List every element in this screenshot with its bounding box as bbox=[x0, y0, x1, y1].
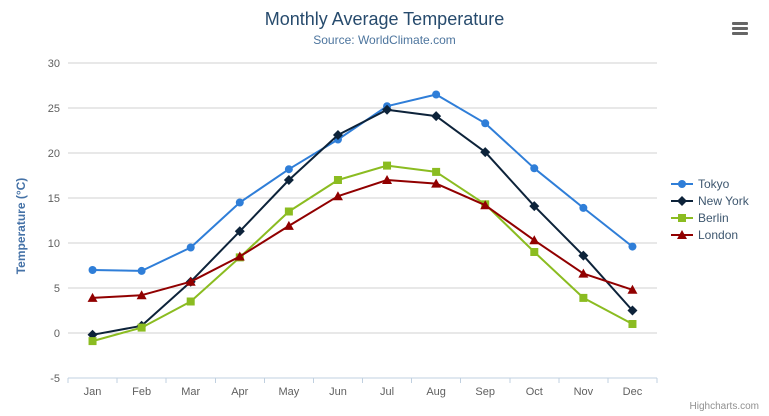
data-point-marker[interactable] bbox=[480, 200, 491, 210]
data-point-marker[interactable] bbox=[88, 337, 97, 346]
data-point-marker[interactable] bbox=[529, 235, 540, 245]
chart-subtitle: Source: WorldClimate.com bbox=[313, 33, 456, 47]
data-point-marker[interactable] bbox=[579, 203, 588, 212]
data-point-marker[interactable] bbox=[530, 248, 539, 256]
legend-label: New York bbox=[698, 193, 749, 208]
triangle-marker-icon bbox=[671, 229, 693, 239]
y-axis-tick-label: 5 bbox=[54, 283, 60, 295]
data-point-marker[interactable] bbox=[628, 320, 637, 328]
y-axis-tick-label: 15 bbox=[48, 193, 60, 205]
legend-label: Berlin bbox=[698, 210, 729, 225]
diamond-marker-icon bbox=[671, 195, 693, 206]
x-axis-tick-label: Aug bbox=[426, 386, 446, 398]
legend-item-tokyo[interactable]: Tokyo bbox=[671, 175, 749, 192]
x-axis-tick-label: Jan bbox=[84, 386, 102, 398]
legend-item-new-york[interactable]: New York bbox=[671, 192, 749, 209]
x-axis-tick-label: May bbox=[278, 386, 299, 398]
data-point-marker[interactable] bbox=[431, 111, 442, 122]
data-point-marker[interactable] bbox=[283, 220, 294, 230]
highcharts-credit[interactable]: Highcharts.com bbox=[689, 401, 759, 412]
data-point-marker[interactable] bbox=[431, 178, 442, 188]
data-point-marker[interactable] bbox=[383, 161, 392, 170]
y-axis-tick-label: -5 bbox=[50, 373, 60, 385]
data-point-marker[interactable] bbox=[678, 179, 686, 188]
x-axis-tick-label: Oct bbox=[526, 386, 543, 398]
x-axis-tick-label: Jun bbox=[329, 386, 347, 398]
data-point-marker[interactable] bbox=[627, 305, 638, 316]
data-point-marker[interactable] bbox=[88, 266, 97, 274]
data-point-marker[interactable] bbox=[235, 198, 244, 207]
data-point-marker[interactable] bbox=[332, 191, 343, 201]
legend: Tokyo New York Berlin London bbox=[671, 175, 749, 243]
data-point-marker[interactable] bbox=[283, 175, 294, 185]
data-point-marker[interactable] bbox=[332, 130, 343, 140]
data-point-marker[interactable] bbox=[284, 165, 293, 174]
data-point-marker[interactable] bbox=[677, 229, 687, 239]
data-point-marker[interactable] bbox=[432, 90, 441, 99]
data-point-marker[interactable] bbox=[382, 175, 393, 184]
data-point-marker[interactable] bbox=[137, 266, 146, 275]
data-point-marker[interactable] bbox=[628, 242, 637, 251]
chart-title: Monthly Average Temperature bbox=[264, 9, 505, 29]
data-point-marker[interactable] bbox=[185, 276, 196, 286]
y-axis-tick-label: 25 bbox=[48, 103, 60, 115]
data-point-marker[interactable] bbox=[234, 226, 245, 237]
series-line[interactable] bbox=[91, 179, 634, 299]
y-axis-title: Temperature (°C) bbox=[14, 177, 28, 275]
series-london[interactable] bbox=[87, 175, 638, 302]
series-line[interactable] bbox=[91, 93, 634, 272]
data-point-marker[interactable] bbox=[579, 293, 588, 302]
x-axis-tick-label: Apr bbox=[231, 386, 248, 398]
y-axis-tick-label: 30 bbox=[48, 58, 60, 70]
x-axis-tick-label: Feb bbox=[132, 386, 151, 398]
data-point-marker[interactable] bbox=[186, 297, 195, 306]
square-marker-icon bbox=[671, 213, 693, 222]
data-point-marker[interactable] bbox=[578, 268, 589, 278]
data-point-marker[interactable] bbox=[578, 250, 589, 261]
x-axis-tick-label: Dec bbox=[623, 386, 643, 398]
export-menu-button[interactable] bbox=[728, 18, 752, 40]
data-point-marker[interactable] bbox=[480, 147, 491, 158]
data-point-marker[interactable] bbox=[186, 243, 195, 252]
legend-label: Tokyo bbox=[698, 176, 730, 191]
series-tokyo[interactable] bbox=[88, 90, 637, 275]
data-point-marker[interactable] bbox=[678, 213, 686, 222]
series-line[interactable] bbox=[91, 164, 634, 343]
legend-item-london[interactable]: London bbox=[671, 226, 749, 243]
y-axis-tick-label: 0 bbox=[54, 328, 60, 340]
data-point-marker[interactable] bbox=[136, 290, 147, 300]
x-axis-tick-label: Jul bbox=[380, 386, 394, 398]
x-axis-tick-label: Sep bbox=[475, 386, 495, 398]
data-point-marker[interactable] bbox=[333, 176, 342, 184]
data-point-marker[interactable] bbox=[481, 119, 490, 128]
y-axis-tick-label: 10 bbox=[48, 238, 60, 250]
series-new-york[interactable] bbox=[87, 104, 638, 340]
data-point-marker[interactable] bbox=[677, 195, 687, 206]
legend-item-berlin[interactable]: Berlin bbox=[671, 209, 749, 226]
data-point-marker[interactable] bbox=[627, 284, 638, 294]
x-axis-tick-label: Nov bbox=[574, 386, 594, 398]
series-line[interactable] bbox=[91, 108, 634, 336]
data-point-marker[interactable] bbox=[137, 323, 146, 332]
data-point-marker[interactable] bbox=[284, 207, 293, 216]
data-point-marker[interactable] bbox=[234, 251, 245, 261]
y-axis-tick-label: 20 bbox=[48, 148, 60, 160]
data-point-marker[interactable] bbox=[382, 104, 393, 115]
data-point-marker[interactable] bbox=[530, 164, 539, 173]
x-axis-tick-label: Mar bbox=[181, 386, 200, 398]
data-point-marker[interactable] bbox=[529, 201, 540, 212]
data-point-marker[interactable] bbox=[432, 167, 441, 176]
legend-label: London bbox=[698, 227, 739, 242]
hamburger-icon bbox=[732, 21, 748, 35]
circle-marker-icon bbox=[671, 179, 693, 188]
data-point-marker[interactable] bbox=[87, 292, 98, 302]
